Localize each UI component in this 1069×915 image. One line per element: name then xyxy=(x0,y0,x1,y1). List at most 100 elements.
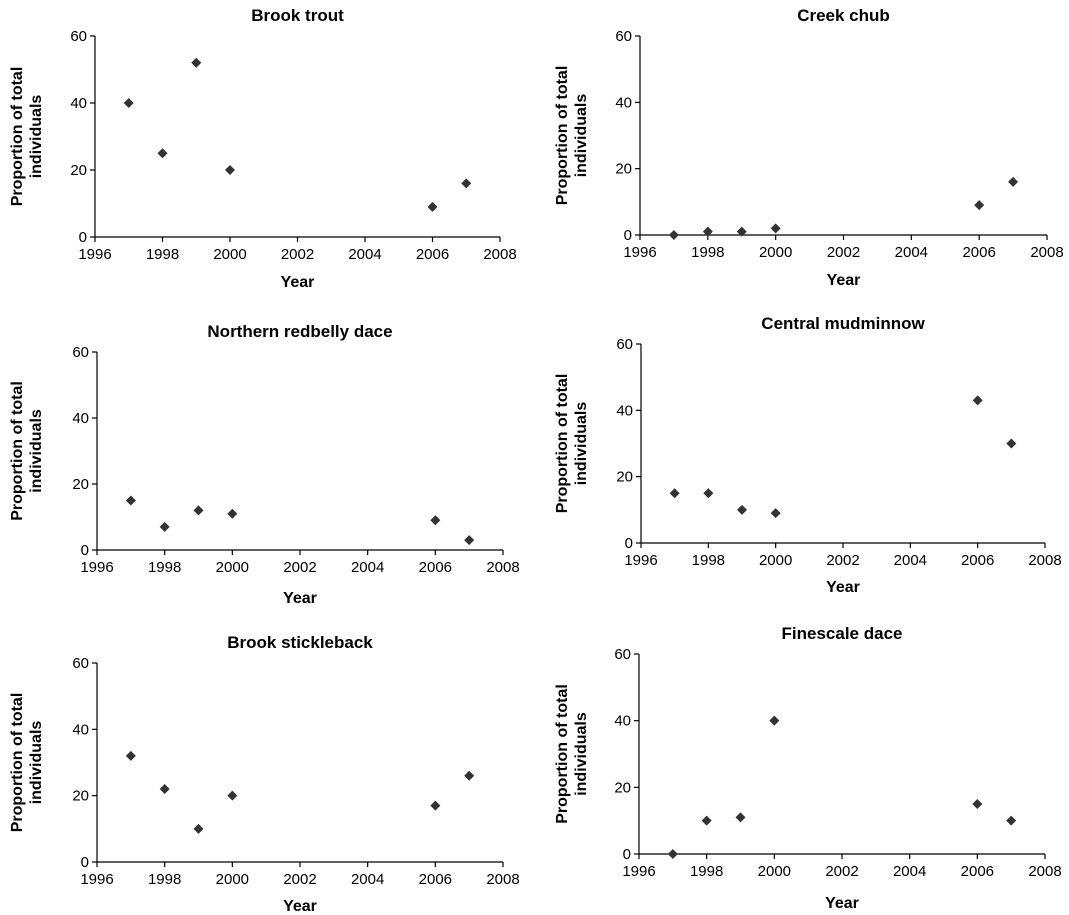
data-point xyxy=(159,784,170,795)
x-tick-label: 1996 xyxy=(80,559,113,576)
data-point xyxy=(159,521,170,532)
x-tick-label: 1998 xyxy=(690,863,723,880)
x-tick-label: 2006 xyxy=(416,246,449,263)
y-tick-label: 60 xyxy=(72,655,89,672)
y-tick-label: 40 xyxy=(615,94,632,111)
y-tick-label: 40 xyxy=(616,402,633,419)
x-tick-label: 2006 xyxy=(419,871,452,888)
data-point xyxy=(1008,176,1019,187)
data-point xyxy=(125,495,136,506)
data-point xyxy=(770,508,781,519)
x-tick-label: 2000 xyxy=(216,559,249,576)
data-point xyxy=(464,535,475,546)
x-tick-label: 1996 xyxy=(80,871,113,888)
data-point xyxy=(972,799,983,809)
y-tick-label: 40 xyxy=(614,713,631,730)
data-point xyxy=(461,178,472,189)
data-point xyxy=(227,790,238,801)
data-point xyxy=(1006,438,1017,449)
x-tick-label: 1998 xyxy=(148,871,181,888)
y-axis-label-line-2: individuals xyxy=(28,95,45,179)
y-axis-label-line-2: individuals xyxy=(573,402,590,486)
x-tick-label: 1996 xyxy=(622,863,655,880)
x-tick-label: 1996 xyxy=(624,552,657,569)
data-point xyxy=(427,201,438,212)
chart-title: Brook stickleback xyxy=(227,633,373,652)
y-tick-label: 20 xyxy=(614,779,631,796)
y-axis-label-line-1: Proportion of total xyxy=(554,374,571,514)
data-point xyxy=(125,750,136,761)
data-point xyxy=(157,148,168,159)
data-point xyxy=(430,800,441,811)
y-tick-label: 0 xyxy=(625,535,633,552)
y-tick-label: 0 xyxy=(624,227,632,244)
x-tick-label: 1998 xyxy=(691,244,724,261)
data-point xyxy=(191,57,202,68)
data-point xyxy=(769,715,780,726)
data-point xyxy=(736,226,747,237)
y-axis-label-line-2: individuals xyxy=(573,94,590,178)
x-tick-label: 2006 xyxy=(961,552,994,569)
x-tick-label: 1998 xyxy=(148,559,181,576)
x-tick-label: 2002 xyxy=(283,559,316,576)
x-tick-label: 2004 xyxy=(351,559,384,576)
x-tick-label: 2002 xyxy=(826,552,859,569)
x-tick-label: 2002 xyxy=(825,863,858,880)
x-axis-label: Year xyxy=(827,272,861,289)
x-tick-label: 2008 xyxy=(486,871,519,888)
x-tick-label: 2008 xyxy=(1030,244,1063,261)
x-tick-label: 1996 xyxy=(78,246,111,263)
chart-panel-4: Central mudminnow 0 20 40 60 1996 1998 2000 2002… xyxy=(554,314,1062,596)
y-tick-label: 60 xyxy=(70,28,87,45)
y-tick-label: 60 xyxy=(616,336,633,353)
x-axis-label: Year xyxy=(283,590,317,607)
data-point xyxy=(974,200,985,211)
data-point xyxy=(464,770,475,781)
x-tick-label: 2006 xyxy=(962,244,995,261)
y-tick-label: 60 xyxy=(72,344,89,361)
x-tick-label: 2004 xyxy=(894,552,927,569)
data-point xyxy=(770,223,781,234)
chart-panel-1: Brook trout 0 20 40 60 1996 1998 2000 2002 2004 20… xyxy=(9,6,517,291)
y-tick-label: 60 xyxy=(614,646,631,663)
x-tick-label: 2002 xyxy=(827,244,860,261)
x-tick-label: 1996 xyxy=(623,244,656,261)
y-tick-label: 20 xyxy=(72,788,89,805)
x-tick-label: 2002 xyxy=(281,246,314,263)
chart-panel-3: Northern redbelly dace 0 20 40 60 1996 1998 200… xyxy=(9,322,520,607)
data-point xyxy=(701,815,712,826)
chart-panel-2: Creek chub 0 20 40 60 1996 1998 2000 2002 2004 200… xyxy=(554,6,1064,289)
x-axis-label: Year xyxy=(825,895,859,912)
y-tick-label: 0 xyxy=(623,846,631,863)
y-axis-label-line-1: Proportion of total xyxy=(554,684,571,824)
chart-title: Northern redbelly dace xyxy=(207,322,392,341)
x-tick-label: 2000 xyxy=(213,246,246,263)
x-tick-label: 2004 xyxy=(895,244,928,261)
y-axis-label-line-1: Proportion of total xyxy=(9,381,26,521)
data-point xyxy=(227,508,238,519)
y-axis-label-line-2: individuals xyxy=(573,712,590,796)
x-tick-label: 2000 xyxy=(758,863,791,880)
data-point xyxy=(703,488,714,499)
x-tick-label: 2000 xyxy=(216,871,249,888)
chart-panel-6: Finescale dace 0 20 40 60 1996 1998 2000 2002 200… xyxy=(554,624,1062,912)
data-point xyxy=(702,226,713,237)
y-tick-label: 20 xyxy=(72,476,89,493)
x-tick-label: 2000 xyxy=(759,244,792,261)
x-tick-label: 2004 xyxy=(348,246,381,263)
data-point xyxy=(1006,815,1017,826)
y-axis-label-line-1: Proportion of total xyxy=(9,67,26,207)
x-tick-label: 2002 xyxy=(283,871,316,888)
chart-panel-5: Brook stickleback 0 20 40 60 1996 1998 2000 2002… xyxy=(9,633,520,915)
y-axis-label-line-2: individuals xyxy=(28,409,45,493)
chart-title: Creek chub xyxy=(797,6,890,25)
x-tick-label: 2008 xyxy=(483,246,516,263)
x-tick-label: 2000 xyxy=(759,552,792,569)
x-tick-label: 1998 xyxy=(146,246,179,263)
data-point xyxy=(430,515,441,526)
y-tick-label: 0 xyxy=(81,854,89,871)
y-axis-label-line-1: Proportion of total xyxy=(554,66,571,206)
data-point xyxy=(669,488,680,499)
chart-title: Central mudminnow xyxy=(761,314,925,333)
